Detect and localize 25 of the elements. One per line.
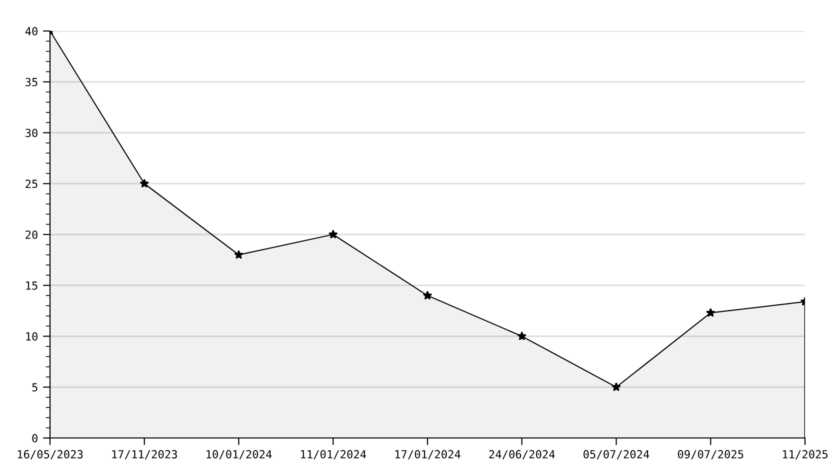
x-tick-label: 17/11/2023 [112, 450, 177, 460]
y-tick-label: 35 [26, 78, 38, 86]
point [612, 382, 621, 392]
x-tick-label: 17/01/2024 [395, 450, 460, 460]
x-tick-label: 16/05/2023 [18, 450, 83, 460]
y-tick-label: 25 [26, 180, 38, 188]
y-tick-label: 15 [26, 282, 38, 290]
y-tick-label: 30 [26, 128, 38, 138]
x-tick-label: 09/07/2025 [678, 450, 744, 460]
y-tick-label: 0 [32, 434, 38, 442]
x-tick-label: 24/06/2024 [489, 450, 555, 460]
x-tick-label: 11/01/2024 [301, 450, 366, 460]
point [517, 331, 527, 340]
x-tick-label: 11/2025 [782, 450, 828, 460]
y-tick-label: 5 [32, 383, 38, 392]
point [234, 250, 244, 259]
point [140, 178, 150, 188]
point [422, 290, 432, 300]
x-tick-label: 05/07/2024 [584, 450, 650, 460]
point [706, 308, 716, 317]
point [328, 230, 338, 239]
x-tick-label: 10/01/2024 [206, 450, 272, 460]
y-tick-label: 10 [26, 332, 38, 341]
y-tick-label: 20 [26, 230, 38, 239]
y-tick-label: 40 [25, 27, 38, 36]
